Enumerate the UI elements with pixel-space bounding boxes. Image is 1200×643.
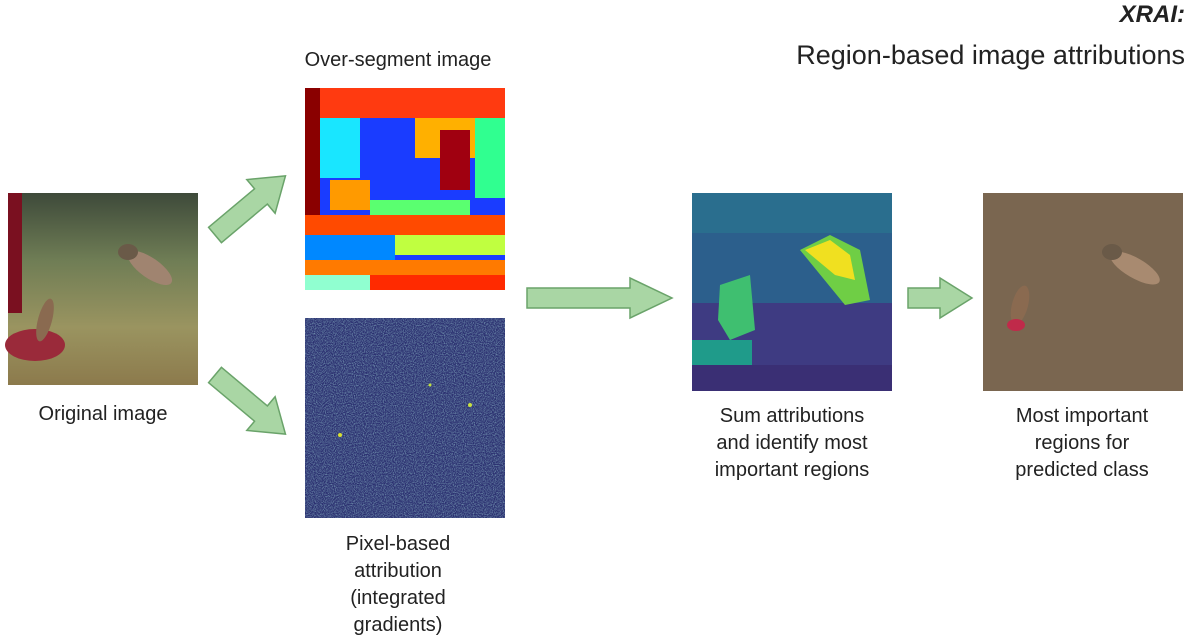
original-image	[5, 193, 198, 385]
node-label: predicted class	[1015, 459, 1148, 481]
node-label: Original image	[39, 403, 168, 425]
node-label: Over-segment image	[305, 49, 492, 71]
node-label: Pixel-based	[346, 533, 451, 555]
result-image	[983, 193, 1183, 391]
node-label: attribution	[354, 560, 442, 582]
node-label: and identify most	[716, 432, 868, 454]
arrow	[201, 159, 300, 252]
node-label: gradients)	[354, 614, 443, 636]
node-label: important regions	[715, 459, 870, 481]
arrow	[527, 278, 672, 318]
region-image	[692, 193, 892, 391]
arrow	[201, 358, 300, 451]
subtitle: Region-based image attributions	[796, 40, 1185, 70]
node-label: (integrated	[350, 587, 446, 609]
diagram: XRAI: Region-based image attributions Or…	[0, 0, 1200, 643]
node-label: Sum attributions	[720, 405, 865, 427]
node-label: Most important	[1016, 405, 1149, 427]
arrow	[908, 278, 972, 318]
pixel-image	[305, 318, 505, 518]
segment-image	[305, 88, 505, 290]
node-label: regions for	[1035, 432, 1130, 454]
title: XRAI:	[1118, 1, 1185, 28]
